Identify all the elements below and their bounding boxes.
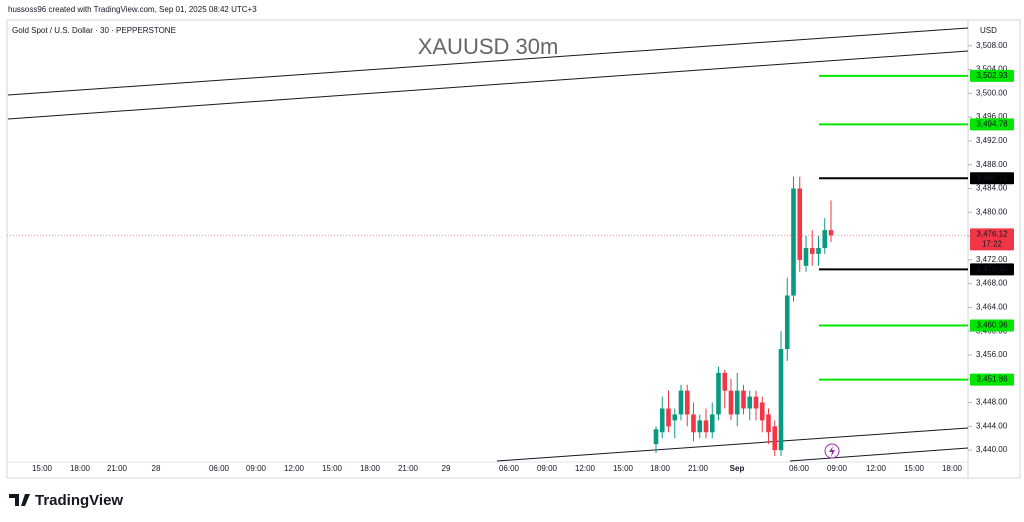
candle-body	[734, 390, 740, 415]
level-label: 3,494.78	[976, 119, 1008, 128]
y-tick-label: 3,456.00	[976, 350, 1008, 359]
x-tick-label: 18:00	[650, 464, 671, 473]
x-tick-label: 28	[152, 464, 161, 473]
x-tick-label: 21:00	[398, 464, 419, 473]
x-tick-label: 29	[442, 464, 451, 473]
last-price-box	[970, 228, 1014, 251]
candle-body	[666, 408, 671, 427]
level-label: 3,502.93	[976, 71, 1008, 80]
x-tick-label: 09:00	[827, 464, 848, 473]
x-tick-label: 12:00	[575, 464, 596, 473]
x-tick-label: 15:00	[322, 464, 343, 473]
y-tick-label: 3,504.00	[976, 65, 1008, 74]
candle-body	[778, 349, 784, 451]
byline: hussoss96 created with TradingView.com, …	[8, 5, 257, 14]
x-tick-label: 12:00	[284, 464, 305, 473]
candle-body	[747, 396, 753, 409]
candle-body	[828, 230, 834, 236]
trend-line	[7, 27, 969, 96]
level-label: 3,451.86	[976, 375, 1008, 384]
candle-body	[816, 247, 821, 254]
candle-body	[653, 429, 659, 445]
level-label: 3,460.96	[976, 321, 1008, 330]
candle-body	[753, 396, 759, 409]
x-tick-label: 06:00	[789, 464, 810, 473]
candle-body	[659, 408, 665, 433]
candle-body	[759, 402, 765, 421]
chart-title: XAUUSD 30m	[418, 34, 559, 59]
x-tick-label: 09:00	[537, 464, 558, 473]
candle-body	[803, 247, 809, 266]
level-label: 3,485.73	[976, 173, 1008, 182]
candle-body	[722, 372, 728, 391]
candle-body	[678, 390, 684, 415]
candle-body	[672, 414, 678, 421]
x-tick-label: 15:00	[904, 464, 925, 473]
x-tick-label: 21:00	[107, 464, 128, 473]
level-label-box	[970, 118, 1014, 131]
x-tick-label: 06:00	[499, 464, 520, 473]
brand: TradingView	[35, 492, 123, 509]
x-tick-label: 15:00	[613, 464, 634, 473]
event-icon-bolt	[829, 446, 835, 457]
x-tick-label: 15:00	[32, 464, 53, 473]
currency: USD	[980, 26, 997, 35]
x-tick-label: 21:00	[688, 464, 709, 473]
candle-body	[784, 295, 790, 350]
y-tick-label: 3,508.00	[976, 41, 1008, 50]
y-tick-label: 3,468.00	[976, 279, 1008, 288]
symbol: Gold Spot / U.S. Dollar · 30 · PEPPERSTO…	[12, 26, 176, 35]
y-tick-label: 3,484.00	[976, 184, 1008, 193]
level-label-box	[970, 172, 1014, 185]
candle-body	[772, 426, 778, 451]
brand-logo	[9, 494, 30, 506]
level-label-box	[970, 319, 1014, 332]
candle-body	[797, 188, 803, 260]
x-tick-label: 18:00	[360, 464, 381, 473]
chart-frame	[6, 19, 1021, 479]
x-tick-label: 18:00	[70, 464, 91, 473]
x-tick-label: Sep	[730, 464, 745, 473]
candle-body	[691, 414, 696, 433]
level-label: 3,470.40	[976, 264, 1008, 273]
level-label-box	[970, 373, 1014, 386]
y-tick-label: 3,500.00	[976, 88, 1008, 97]
y-tick-label: 3,480.00	[976, 207, 1008, 216]
level-label-box	[970, 69, 1014, 82]
y-tick-label: 3,492.00	[976, 136, 1008, 145]
candle-body	[716, 372, 721, 415]
candle-body	[791, 188, 796, 296]
candle-body	[709, 414, 715, 433]
trend-line	[789, 447, 969, 462]
x-tick-label: 18:00	[942, 464, 963, 473]
y-tick-label: 3,472.00	[976, 255, 1008, 264]
candle-body	[684, 390, 690, 415]
candle-body	[741, 390, 746, 409]
countdown-label: 17:22	[982, 239, 1003, 248]
candle-body	[728, 390, 734, 415]
last-price-label: 3,476.12	[976, 229, 1008, 238]
x-tick-label: 06:00	[209, 464, 230, 473]
trend-line	[496, 427, 969, 462]
candle-body	[703, 420, 709, 433]
candle-body	[822, 230, 828, 248]
y-tick-label: 3,496.00	[976, 112, 1008, 121]
y-tick-label: 3,440.00	[976, 445, 1008, 454]
candle-body	[766, 414, 771, 433]
x-tick-label: 12:00	[866, 464, 887, 473]
y-tick-label: 3,488.00	[976, 160, 1008, 169]
level-label-box	[970, 263, 1014, 276]
x-tick-label: 09:00	[246, 464, 267, 473]
y-tick-label: 3,444.00	[976, 421, 1008, 430]
y-tick-label: 3,448.00	[976, 398, 1008, 407]
y-tick-label: 3,464.00	[976, 303, 1008, 312]
candle-body	[697, 420, 703, 433]
candle-body	[809, 247, 815, 254]
trend-line	[7, 50, 969, 120]
